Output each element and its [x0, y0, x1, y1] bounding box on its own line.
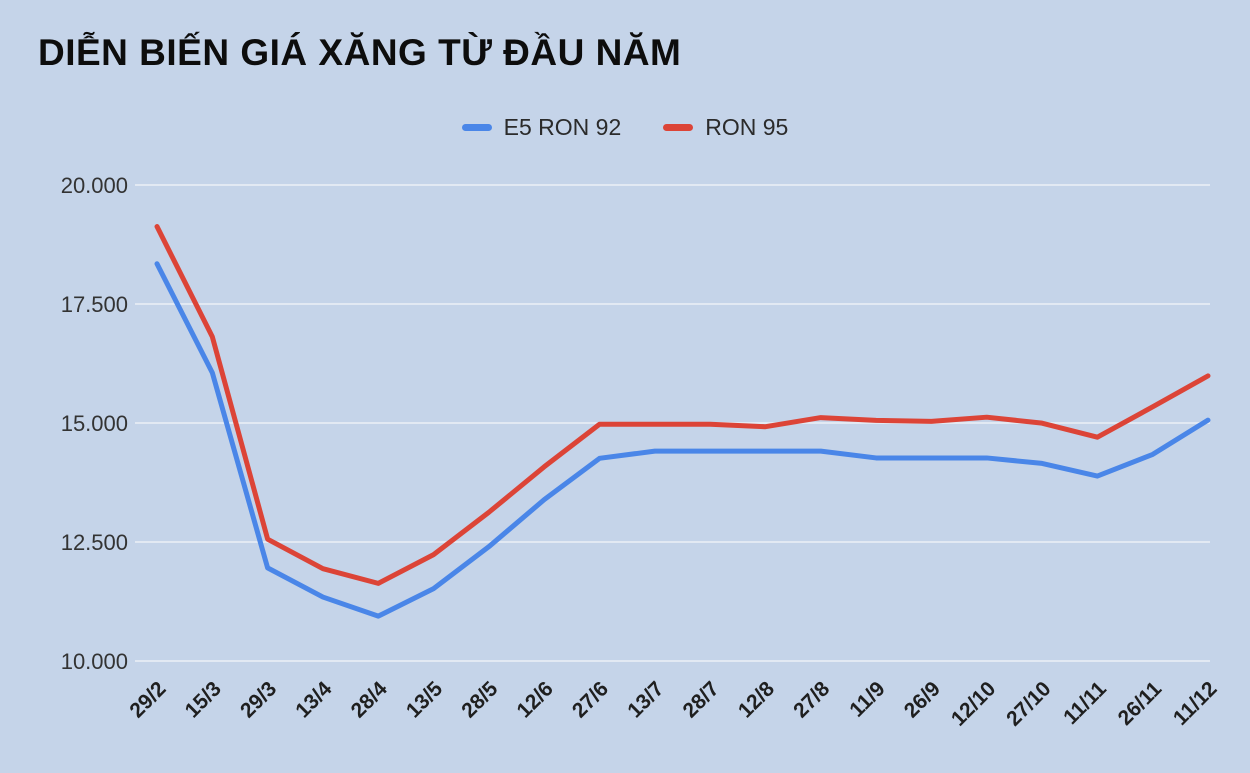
legend-item-e5-ron-92: E5 RON 92 — [461, 114, 622, 141]
y-axis-tick-label: 15.000 — [61, 411, 128, 436]
x-axis-tick-label: 27/8 — [789, 677, 834, 722]
y-axis-tick-label: 12.500 — [61, 530, 128, 555]
series-line-ron-95 — [154, 224, 1211, 586]
x-axis-tick-label: 13/5 — [402, 677, 447, 722]
x-axis-tick-label: 26/11 — [1114, 677, 1167, 730]
legend-marker-ron-95 — [663, 124, 694, 131]
x-axis-tick-label: 13/4 — [291, 677, 336, 722]
x-axis-tick-label: 26/9 — [900, 677, 945, 722]
y-axis-tick-label: 17.500 — [61, 292, 128, 317]
x-axis-tick-label: 11/11 — [1059, 677, 1111, 729]
y-axis-tick-label: 20.000 — [61, 173, 128, 198]
series-line-e5-ron-92 — [154, 261, 1211, 619]
x-axis-tick-label: 13/7 — [623, 677, 668, 722]
x-axis-tick-label: 27/10 — [1002, 677, 1055, 730]
legend-marker-e5-ron-92 — [461, 124, 492, 131]
legend: E5 RON 92 RON 95 — [0, 114, 1250, 141]
x-axis-tick-label: 11/9 — [845, 677, 889, 721]
legend-item-ron-95: RON 95 — [663, 114, 788, 141]
x-axis-tick-label: 28/4 — [347, 677, 392, 722]
x-axis-tick-label: 27/6 — [568, 677, 613, 722]
legend-label-ron-95: RON 95 — [705, 114, 789, 140]
x-axis-tick-label: 12/10 — [947, 677, 1000, 730]
x-axis-tick-label: 28/5 — [457, 677, 502, 722]
x-axis-tick-label: 28/7 — [679, 677, 724, 722]
x-axis-tick-label: 11/12 — [1169, 677, 1222, 730]
legend-label-e5-ron-92: E5 RON 92 — [503, 114, 622, 140]
x-axis-tick-label: 29/3 — [236, 677, 281, 722]
y-axis-tick-label: 10.000 — [61, 649, 128, 674]
x-axis-tick-label: 15/3 — [181, 677, 226, 722]
chart-title: DIỄN BIẾN GIÁ XĂNG TỪ ĐẦU NĂM — [38, 32, 682, 73]
x-axis-tick-label: 12/8 — [734, 677, 779, 722]
x-axis-tick-label: 29/2 — [125, 677, 170, 722]
x-axis-tick-label: 12/6 — [513, 677, 558, 722]
